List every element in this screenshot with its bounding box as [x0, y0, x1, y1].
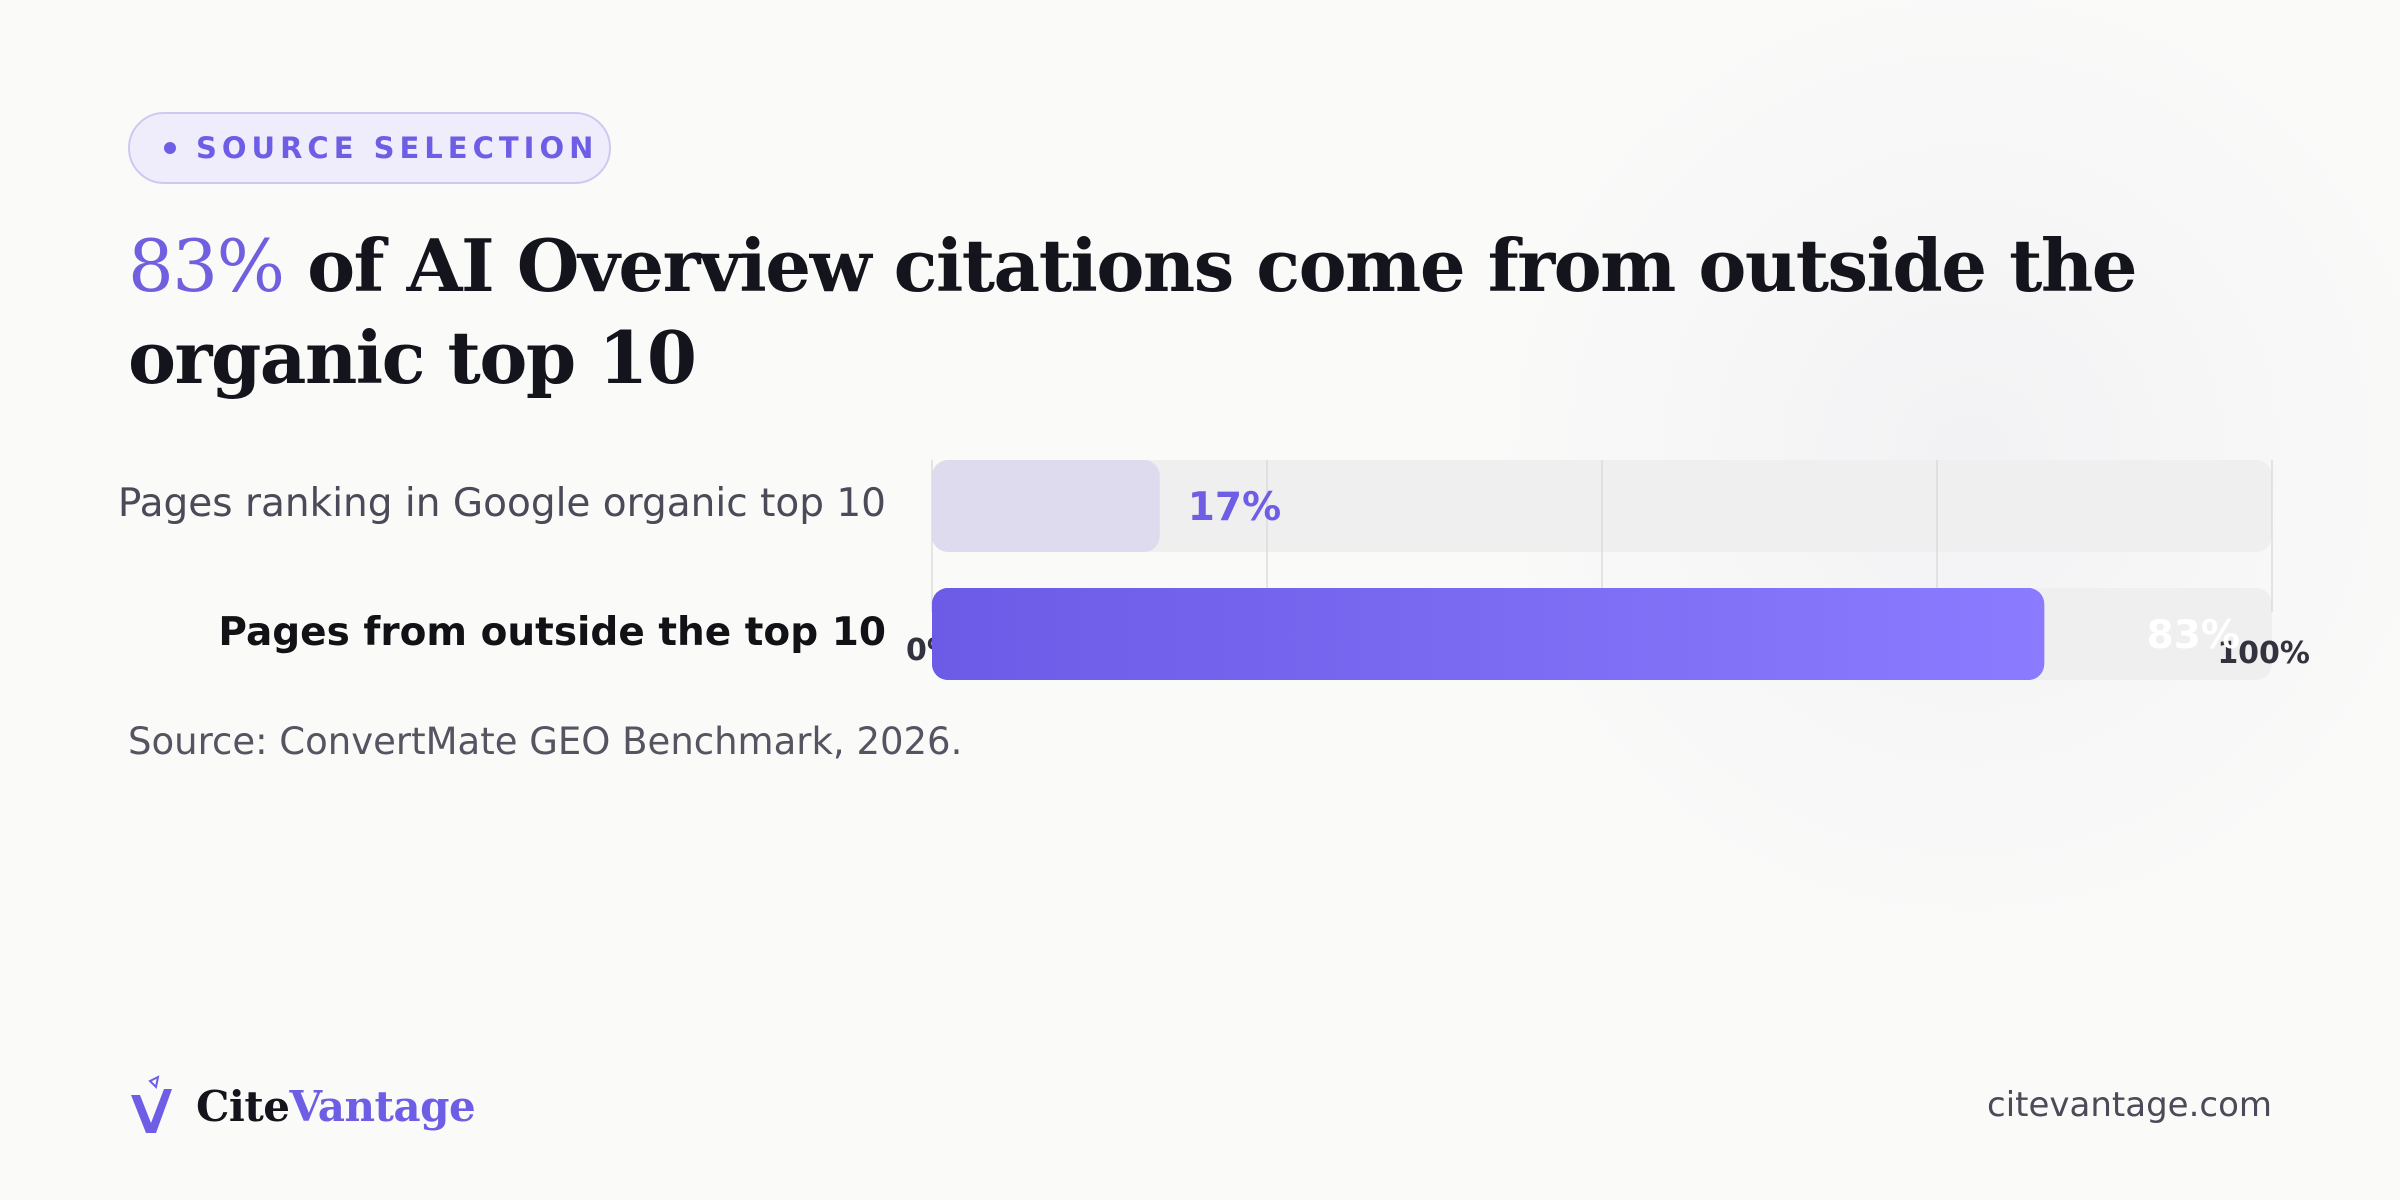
brand-logo: CiteVantage	[128, 1075, 476, 1137]
headline-line1: of AI Overview citations come from outsi…	[283, 223, 2137, 308]
top-labels: 100%83%	[2147, 613, 2310, 671]
category-label-top10: Pages ranking in Google organic top 10	[117, 481, 886, 526]
source-note: Source: ConvertMate GEO Benchmark, 2026.	[128, 720, 963, 763]
page-title: 83% of AI Overview citations come from o…	[128, 220, 2278, 404]
value-label-top10: 17%	[1188, 485, 1281, 530]
bar-outside	[932, 588, 2045, 680]
v-check-logo-icon	[131, 1075, 172, 1133]
tick-label-100: 100%	[2217, 636, 2310, 671]
headline-highlight: 83%	[128, 224, 285, 308]
brand-name-vantage: Vantage	[289, 1081, 476, 1131]
site-link[interactable]: citevantage.com	[1987, 1085, 2272, 1125]
headline-line2: organic top 10	[128, 315, 697, 400]
badge-label: SOURCE SELECTION	[196, 131, 599, 165]
category-label-outside: Pages from outside the top 10	[218, 610, 886, 655]
bar-chart: 0%17% 100%83%	[906, 460, 2310, 680]
bar-top10	[932, 460, 1160, 552]
value-label-outside: 83%	[2147, 613, 2240, 658]
section-badge: SOURCE SELECTION	[128, 112, 611, 184]
brand-name-cite: Cite	[196, 1081, 290, 1131]
badge-dot-icon	[164, 142, 176, 154]
